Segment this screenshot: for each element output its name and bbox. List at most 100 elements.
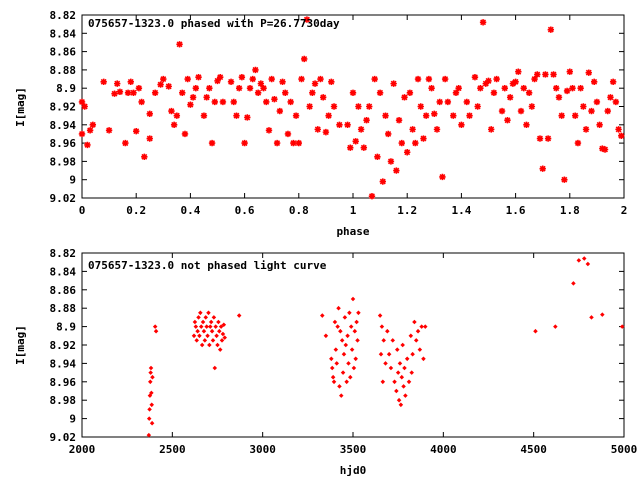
data-point — [383, 361, 388, 366]
data-point-core — [543, 72, 548, 77]
data-point — [333, 347, 339, 352]
y-tick-label: 8.9 — [56, 82, 76, 95]
data-point — [571, 281, 576, 286]
data-point-core — [481, 20, 485, 25]
data-point-core — [524, 123, 529, 127]
y-tick-label: 8.82 — [50, 247, 77, 260]
data-point-core — [429, 86, 434, 90]
y-tick-label: 8.86 — [50, 46, 77, 59]
data-point — [419, 324, 424, 329]
data-point-core — [513, 80, 518, 84]
data-point — [399, 374, 405, 380]
data-point — [356, 310, 361, 316]
data-point-core — [359, 127, 363, 132]
data-point-core — [307, 104, 312, 109]
data-point — [381, 338, 386, 343]
y-tick-label: 8.88 — [50, 302, 77, 315]
data-point-core — [196, 75, 201, 79]
data-point-core — [191, 95, 195, 100]
data-point-core — [383, 113, 388, 118]
data-point-core — [521, 86, 526, 90]
data-point — [353, 356, 358, 362]
data-point — [147, 407, 152, 412]
y-tick-label: 9.02 — [50, 431, 77, 444]
data-point — [205, 333, 210, 339]
data-point-core — [291, 141, 296, 145]
data-point — [217, 328, 222, 334]
x-tick-label: 4500 — [520, 443, 547, 456]
data-point — [377, 313, 383, 318]
data-point-core — [530, 104, 534, 109]
data-point-core — [614, 100, 618, 104]
y-tick-label: 8.98 — [50, 394, 77, 407]
y-tick-label: 8.88 — [50, 64, 77, 77]
y-tick-label: 8.84 — [50, 27, 77, 40]
data-point-core — [245, 115, 250, 120]
data-point — [378, 351, 384, 357]
data-point-core — [478, 86, 483, 90]
data-point — [355, 338, 360, 343]
data-point-core — [261, 86, 266, 90]
data-point-core — [207, 86, 212, 90]
data-point-core — [418, 104, 423, 109]
data-point-core — [494, 77, 499, 81]
x-tick-label: 5000 — [611, 443, 638, 456]
data-point — [619, 324, 625, 329]
data-point-core — [326, 113, 331, 118]
y-tick-label: 8.94 — [50, 357, 77, 370]
data-point — [320, 313, 325, 318]
data-point-core — [505, 118, 510, 122]
data-point-core — [486, 79, 491, 83]
data-point — [335, 324, 340, 329]
data-point — [193, 324, 199, 329]
phased-data-points — [78, 16, 625, 200]
data-point-core — [381, 179, 385, 184]
data-point — [385, 328, 390, 334]
data-point — [423, 324, 428, 329]
data-point-core — [175, 113, 179, 118]
data-point — [210, 338, 216, 343]
data-point-core — [619, 134, 624, 138]
data-point-core — [353, 139, 358, 144]
data-point-core — [503, 86, 507, 90]
data-point — [350, 296, 356, 302]
data-point — [403, 393, 408, 398]
data-point — [338, 393, 344, 398]
data-point — [148, 370, 153, 375]
data-point-core — [302, 57, 306, 61]
data-point-core — [508, 95, 512, 100]
data-point — [402, 365, 407, 371]
data-point — [208, 319, 214, 325]
data-point — [354, 319, 359, 325]
x-tick-label: 1.2 — [397, 204, 417, 217]
data-point-core — [356, 104, 361, 109]
data-point — [351, 365, 357, 371]
data-point — [336, 305, 341, 311]
y-tick-label: 8.82 — [50, 9, 77, 22]
data-point-core — [240, 75, 244, 79]
data-point-core — [408, 91, 412, 95]
data-point-core — [107, 128, 111, 133]
data-point-core — [118, 90, 122, 94]
data-point — [388, 365, 394, 371]
data-point-core — [559, 113, 564, 118]
data-point — [600, 312, 605, 317]
data-point — [397, 361, 403, 366]
phased-x-axis-label: phase — [336, 225, 369, 238]
data-point-core — [549, 27, 553, 32]
data-point — [415, 328, 421, 334]
x-tick-label: 3000 — [249, 443, 276, 456]
data-point-core — [405, 150, 409, 155]
data-point — [334, 361, 340, 366]
data-point-core — [131, 91, 136, 95]
phased-light-curve-panel: 0 0.2 0.4 0.6 0.8 1 1.2 1.4 1.6 1.8 2 8.82 8.84 8.86 8… — [14, 9, 627, 238]
data-point — [149, 390, 154, 396]
data-point-core — [389, 159, 393, 164]
data-point — [386, 351, 392, 357]
data-point-core — [126, 91, 130, 95]
data-point-core — [177, 42, 182, 47]
data-point-core — [454, 91, 458, 95]
data-point-core — [605, 109, 610, 113]
y-tick-label: 9.02 — [50, 192, 77, 205]
data-point-core — [413, 141, 418, 145]
